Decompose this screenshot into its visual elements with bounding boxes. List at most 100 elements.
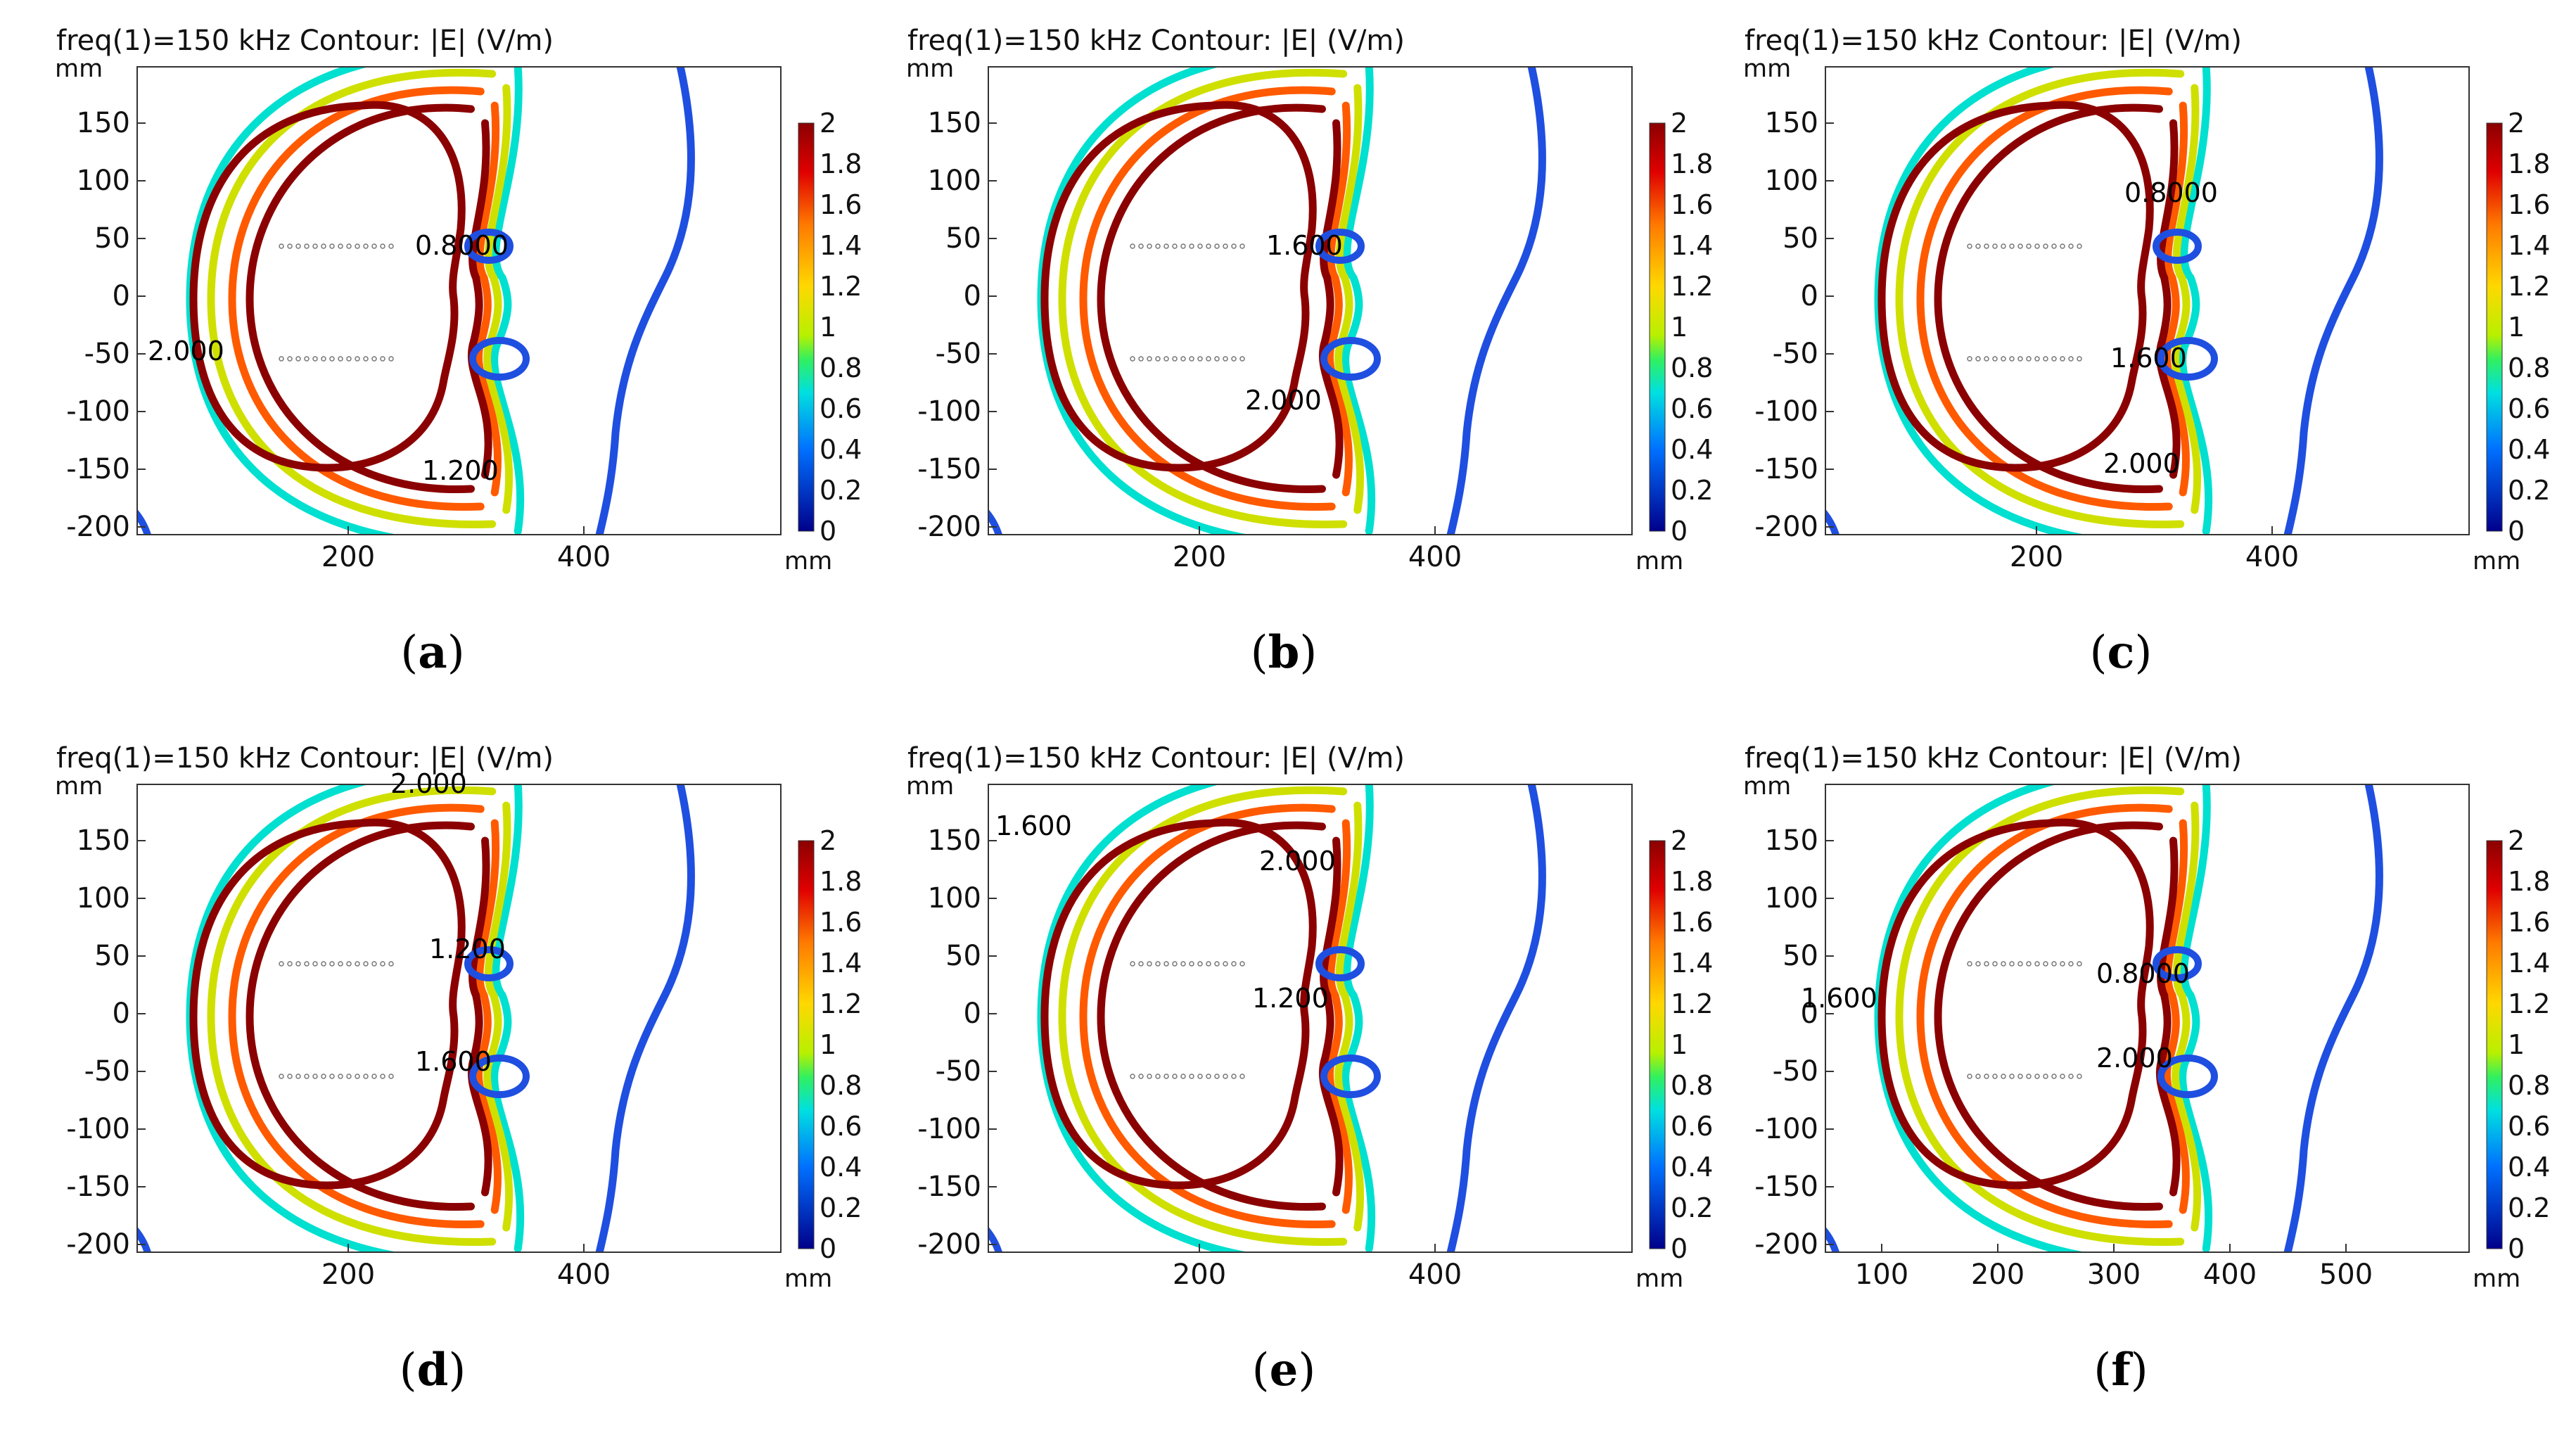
electrode-marker <box>371 961 377 967</box>
electrode-marker <box>329 1074 335 1079</box>
y-tick-label: -50 <box>1772 338 1818 370</box>
electrode-marker <box>2009 356 2015 362</box>
electrode-marker <box>2068 356 2074 362</box>
contour-level-1.6 <box>1916 86 2190 511</box>
contour-level-1.2 <box>207 68 514 528</box>
blue-loop-upper <box>464 229 514 264</box>
electrode-marker <box>329 356 335 362</box>
y-tick-label: 150 <box>1764 824 1818 857</box>
contour-plot <box>1825 784 2503 1253</box>
electrode-marker <box>1147 356 1152 362</box>
electrode-marker <box>346 243 352 249</box>
electrode-marker <box>363 1074 369 1079</box>
contour-level-0.4-corner <box>988 1226 1003 1252</box>
electrode-marker <box>1206 1074 1211 1079</box>
contour-level-1.2 <box>1895 786 2202 1246</box>
x-unit-label: mm <box>2473 547 2521 575</box>
electrode-marker <box>380 1074 385 1079</box>
contour-level-2.0-closed <box>1040 818 1317 1190</box>
y-tick-label: -50 <box>935 338 981 370</box>
y-tick-label: -200 <box>1754 1228 1818 1261</box>
y-tick-label: -150 <box>1754 453 1818 485</box>
y-tick-label: 150 <box>76 824 130 857</box>
contour-value-label: 2.000 <box>2096 1043 2173 1074</box>
blue-loop-lower <box>2157 1055 2218 1098</box>
electrode-marker <box>2009 961 2015 967</box>
panel-caption-letter: b <box>1268 626 1300 679</box>
electrode-marker <box>2043 243 2048 249</box>
y-tick-label: -200 <box>1754 511 1818 543</box>
colorbar-tick-label: 0.4 <box>2508 1152 2551 1183</box>
y-tick-label: 0 <box>112 280 130 312</box>
electrode-marker <box>1189 1074 1194 1079</box>
electrode-marker <box>2051 356 2057 362</box>
electrode-marker <box>346 356 352 362</box>
x-tick-label: 400 <box>2245 541 2300 573</box>
electrode-marker <box>1197 961 1203 967</box>
electrode-marker <box>279 243 284 249</box>
electrode-marker <box>338 356 343 362</box>
electrode-marker <box>371 243 377 249</box>
colorbar-tick-label: 1.8 <box>1671 148 1714 179</box>
colorbar-tick-label: 0 <box>1671 1233 1688 1264</box>
blue-loop-upper <box>1315 229 1365 264</box>
electrode-marker <box>1206 961 1211 967</box>
y-tick-label: -100 <box>1754 395 1818 428</box>
y-tick-label: -100 <box>1754 1113 1818 1145</box>
electrode-marker <box>1984 961 1989 967</box>
contour-level-2.0-closed <box>189 101 466 472</box>
electrode-marker <box>1975 1074 1981 1079</box>
colorbar-tick-label: 0.2 <box>2508 1192 2551 1223</box>
contour-value-label: 1.600 <box>995 810 1072 841</box>
y-unit-label: mm <box>906 55 955 83</box>
electrode-marker <box>1189 961 1194 967</box>
plot-frame <box>988 66 1633 535</box>
colorbar-tick-label: 1.6 <box>2508 907 2551 938</box>
colorbar-tick-label: 1.4 <box>1671 230 1714 261</box>
y-tick-label: -50 <box>84 1055 130 1088</box>
electrode-marker <box>1239 1074 1245 1079</box>
electrode-marker <box>2017 243 2023 249</box>
contour-value-label: 1.200 <box>1252 983 1329 1014</box>
electrode-marker <box>2017 1074 2023 1079</box>
contour-value-label: 1.600 <box>1801 983 1877 1014</box>
x-unit-label: mm <box>2473 1265 2521 1293</box>
electrode-marker <box>1214 961 1220 967</box>
electrode-marker <box>2034 243 2040 249</box>
y-tick-label: 100 <box>1764 882 1818 915</box>
panel-caption-letter: f <box>2111 1344 2131 1396</box>
contour-level-0.4-corner <box>137 509 152 535</box>
colorbar <box>2486 122 2503 532</box>
x-unit-label: mm <box>1635 547 1684 575</box>
electrode-marker <box>1163 356 1169 362</box>
x-tick-label: 100 <box>1854 1259 1909 1291</box>
panel-title: freq(1)=150 kHz Contour: |E| (V/m) <box>1745 25 2242 57</box>
panel-caption: (f) <box>2093 1344 2148 1396</box>
contour-level-2.0-closed <box>1877 818 2154 1190</box>
x-unit-label: mm <box>784 547 833 575</box>
plot-frame <box>136 66 782 535</box>
contour-value-label: 1.200 <box>422 455 499 486</box>
y-tick-label: 100 <box>1764 165 1818 197</box>
electrode-marker <box>1197 356 1203 362</box>
colorbar-tick-label: 2 <box>820 825 837 856</box>
y-tick-label: 50 <box>1783 940 1818 972</box>
contour-level-1.6 <box>228 86 502 511</box>
electrode-marker <box>1967 961 1972 967</box>
y-tick-label: 50 <box>94 222 130 255</box>
colorbar-tick-label: 0.4 <box>820 434 862 465</box>
electrode-marker <box>1239 243 1245 249</box>
colorbar <box>2486 840 2503 1249</box>
colorbar-tick-label: 1.2 <box>820 988 862 1019</box>
y-tick-label: -100 <box>917 395 981 428</box>
electrode-marker <box>338 243 343 249</box>
x-tick-label: 400 <box>1408 541 1462 573</box>
electrode-marker <box>2043 1074 2048 1079</box>
plot-frame <box>1825 784 2470 1253</box>
electrode-marker <box>329 243 335 249</box>
panel-caption: (a) <box>400 626 465 679</box>
contour-level-1.6 <box>1079 86 1353 511</box>
contour-level-0.4 <box>2283 67 2383 535</box>
x-tick-label: 200 <box>321 1259 376 1291</box>
contour-value-label: 2.000 <box>1245 385 1322 416</box>
